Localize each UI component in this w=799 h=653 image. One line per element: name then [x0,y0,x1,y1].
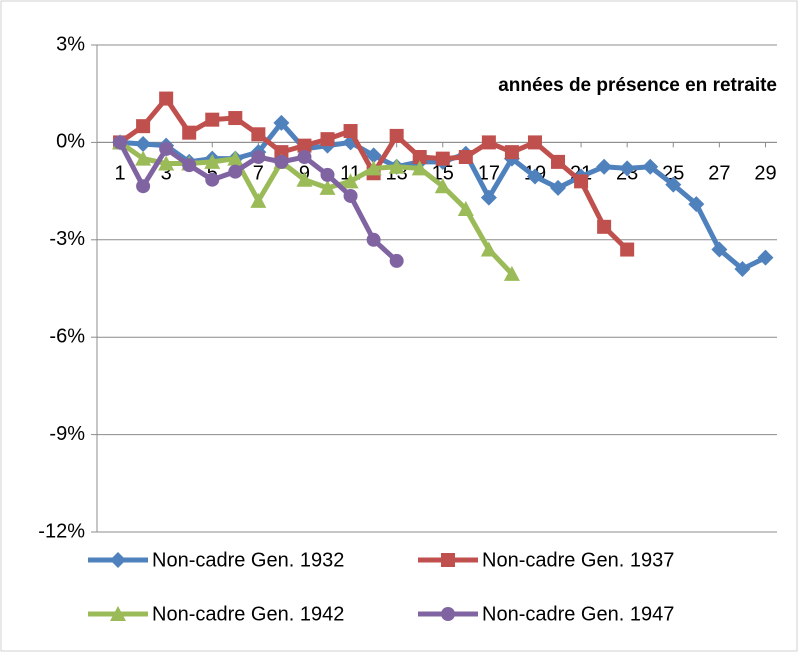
y-tick-label: -9% [49,423,85,445]
marker [182,158,197,173]
marker [228,164,243,179]
marker [441,607,455,621]
marker [273,114,290,131]
y-tick-label: -3% [49,228,85,250]
y-tick-label: -6% [49,325,85,347]
marker [250,192,267,208]
legend-label: Non-cadre Gen. 1937 [482,549,674,571]
marker [135,150,152,166]
marker [412,150,427,165]
marker [551,154,566,169]
marker [504,145,519,160]
marker [480,189,497,206]
marker [251,150,266,165]
marker [734,261,751,278]
y-tick-label: 3% [56,33,85,55]
marker [550,179,567,196]
marker [110,552,126,568]
marker [296,171,313,187]
marker [274,154,289,169]
marker [366,232,381,247]
legend-label: Non-cadre Gen. 1932 [152,549,344,571]
marker [503,265,520,281]
marker [274,145,289,160]
marker [389,128,404,143]
marker [434,178,451,194]
marker [527,135,542,150]
marker [343,188,358,203]
legend-label: Non-cadre Gen. 1942 [152,603,344,625]
marker [205,172,220,187]
marker [389,253,404,268]
marker [159,141,174,156]
marker [365,147,382,164]
x-tick-label: 17 [478,163,500,185]
marker [110,606,126,621]
marker [159,91,174,106]
marker [411,160,428,176]
marker [135,136,152,153]
annotation: années de présence en retraite [498,75,777,96]
marker [297,138,312,153]
marker [158,155,175,171]
marker [205,112,220,127]
x-tick-label: 3 [161,163,172,185]
marker [342,173,359,189]
marker [251,127,266,142]
marker [757,249,774,266]
marker [435,151,450,166]
marker [182,125,197,140]
marker [227,150,244,166]
x-tick-label: 27 [708,163,730,185]
marker [458,150,473,165]
y-tick-label: -12% [38,520,85,542]
marker [642,158,659,175]
marker [136,119,151,134]
marker [596,158,613,175]
x-tick-label: 1 [114,163,125,185]
marker [319,179,336,195]
marker [688,196,705,213]
marker [113,135,128,150]
marker [388,158,405,174]
marker [228,111,243,126]
marker [711,241,728,258]
marker [597,219,612,234]
marker [574,174,589,189]
marker [481,135,496,150]
marker [320,132,335,147]
x-tick-label: 7 [253,163,264,185]
marker [136,179,151,194]
marker [480,241,497,257]
marker [297,150,312,165]
marker [441,553,455,567]
legend-label: Non-cadre Gen. 1947 [482,603,674,625]
marker [457,200,474,216]
marker [665,176,682,193]
marker [365,160,382,176]
marker [619,160,636,177]
marker [320,167,335,182]
marker [526,168,543,185]
marker [620,242,635,257]
marker [343,124,358,139]
marker [204,153,221,169]
y-tick-label: 0% [56,131,85,153]
x-tick-label: 29 [754,163,776,185]
